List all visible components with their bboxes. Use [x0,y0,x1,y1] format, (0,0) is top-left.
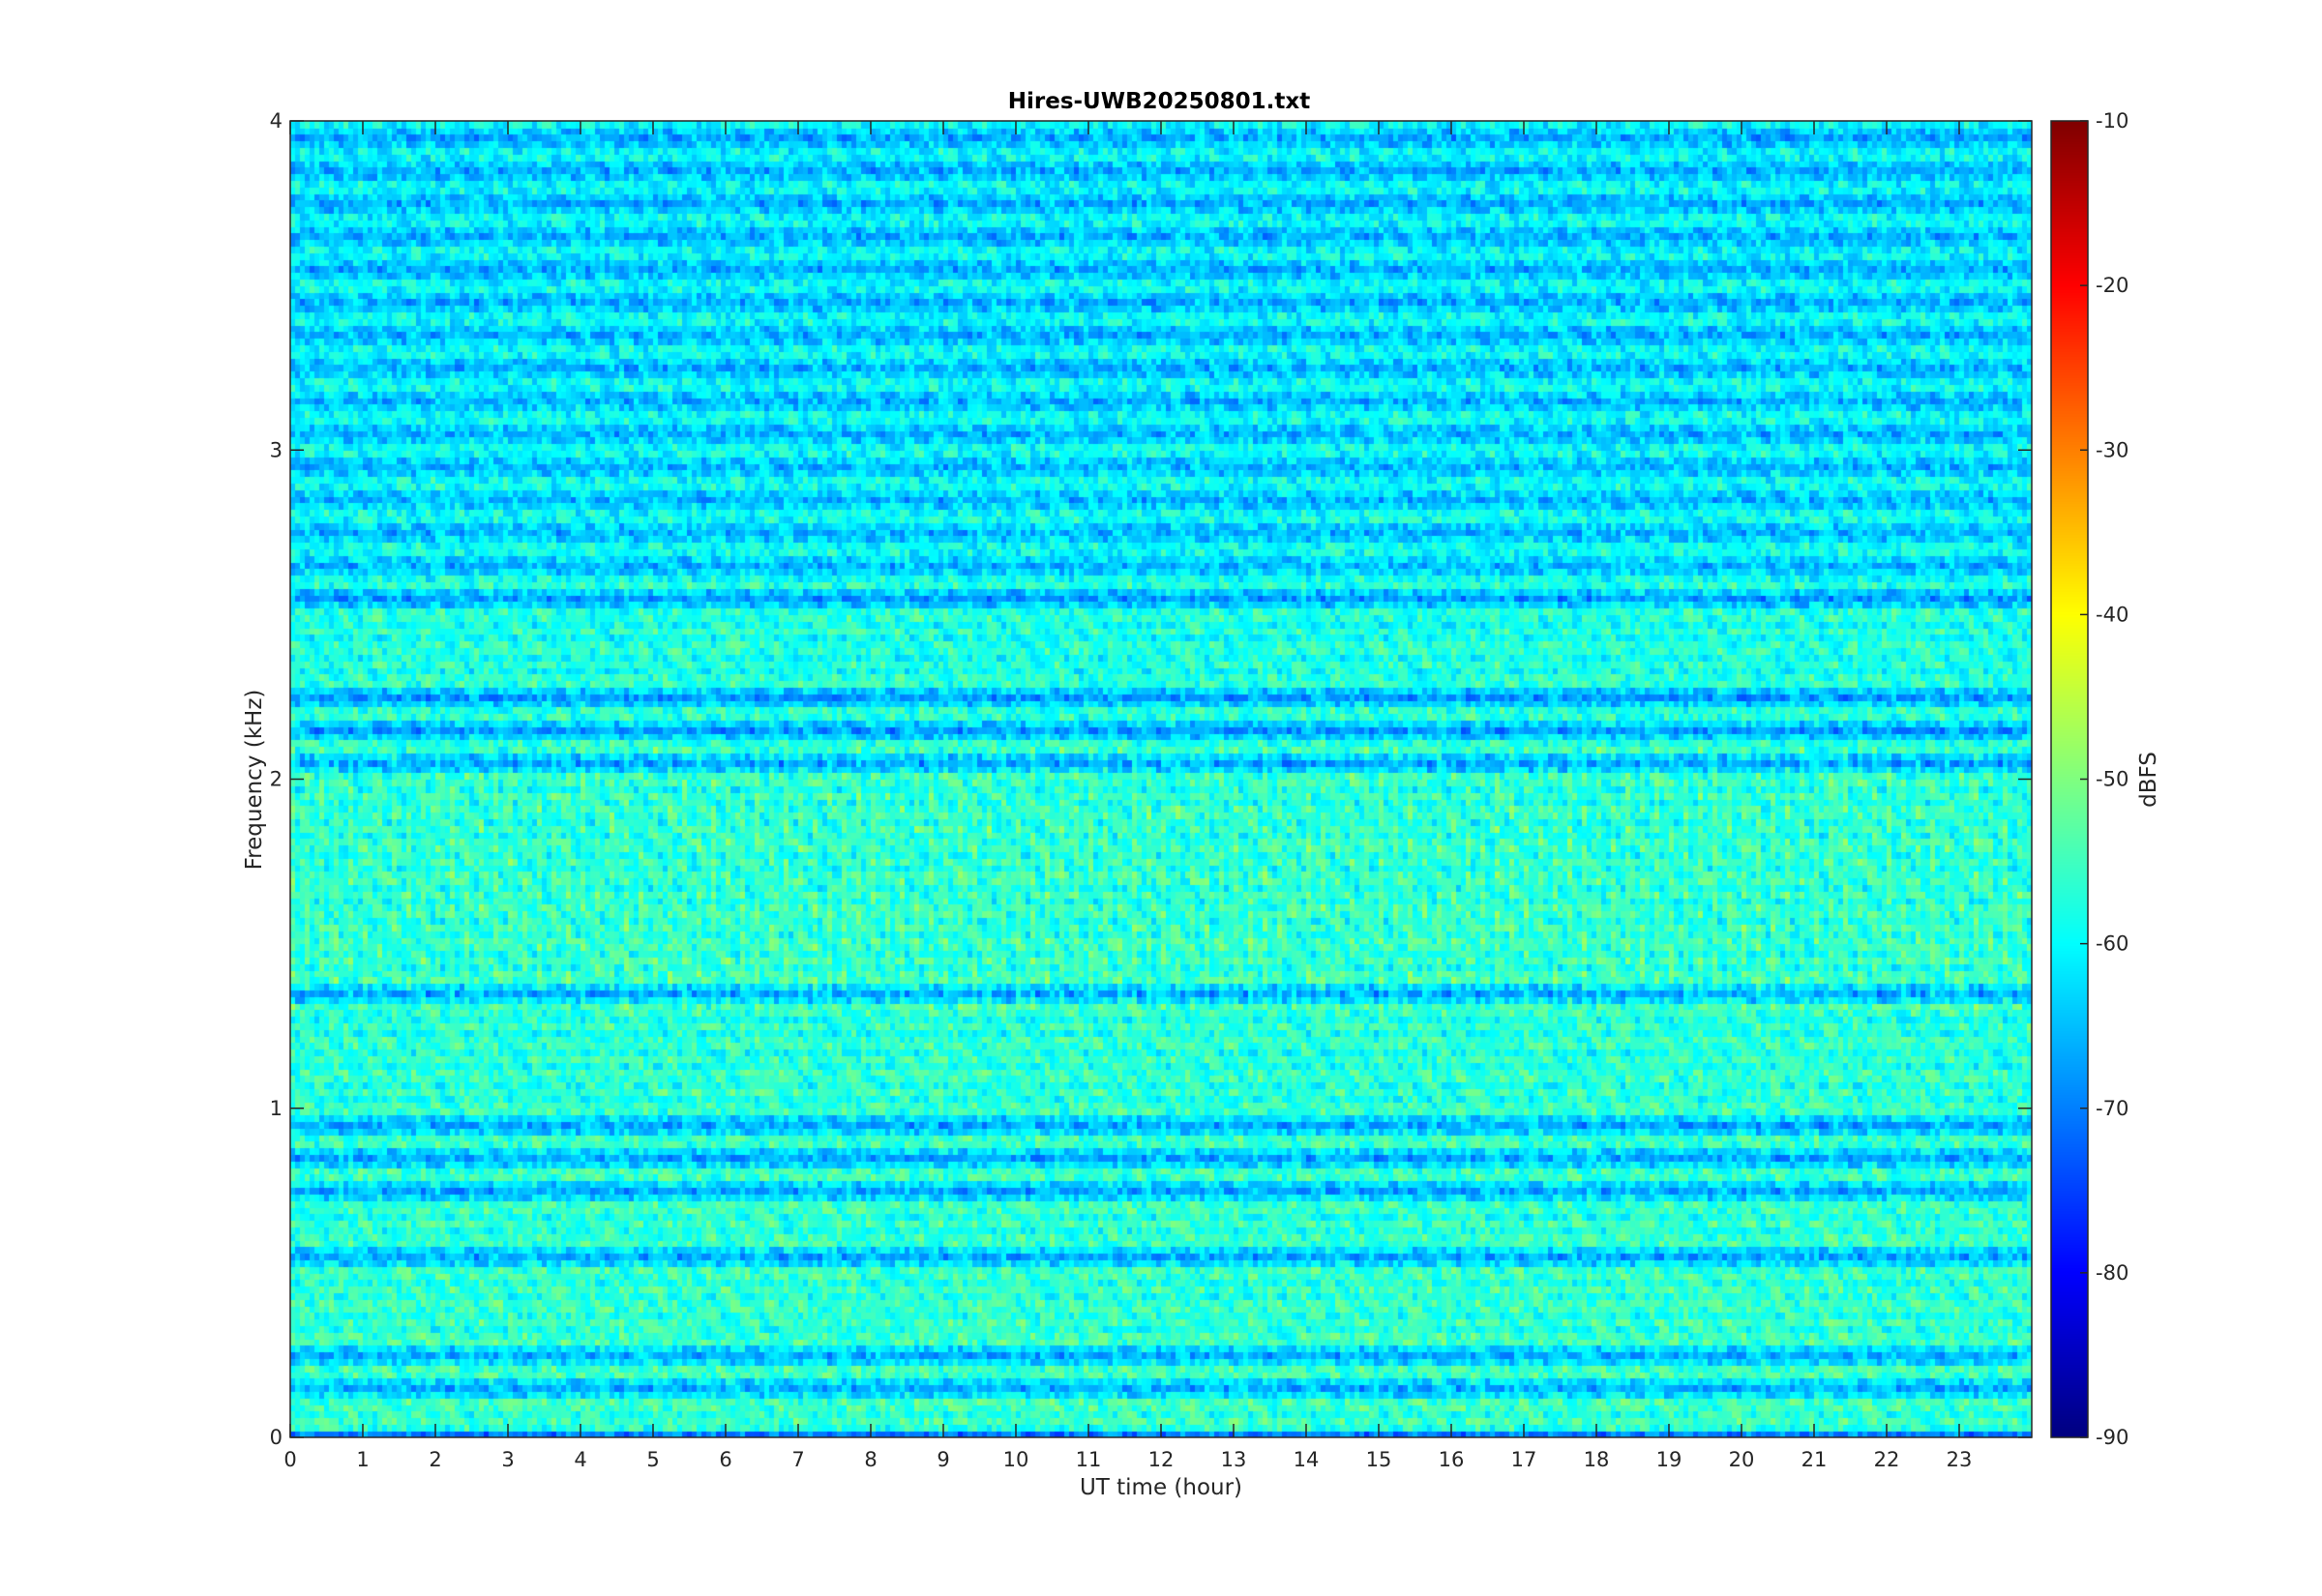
x-tick-label: 6 [719,1448,731,1471]
x-tick-label: 23 [1947,1448,1973,1471]
y-tick-label: 3 [270,438,283,461]
colorbar-tick-label: -20 [2096,274,2128,297]
x-tick-label: 12 [1148,1448,1175,1471]
y-tick-label: 4 [270,109,283,133]
x-tick-label: 21 [1801,1448,1828,1471]
x-tick-label: 20 [1729,1448,1755,1471]
y-axis: 0 1 2 3 4 [270,109,2032,1449]
colorbar-ticks: -90 -80 -70 -60 -50 -40 -30 -20 -10 [2080,109,2128,1449]
colorbar-tick-label: -80 [2096,1261,2128,1285]
x-tick-label: 10 [1003,1448,1029,1471]
y-tick-label: 0 [270,1426,283,1449]
colorbar-tick-label: -70 [2096,1097,2128,1120]
spectrogram-heatmap [290,121,2032,1437]
x-tick-label: 15 [1366,1448,1392,1471]
colorbar-tick-label: -40 [2096,603,2128,626]
x-tick-label: 0 [283,1448,296,1471]
chart-title: Hires-UWB20250801.txt [1008,89,1310,114]
x-tick-label: 11 [1076,1448,1102,1471]
x-tick-label: 5 [646,1448,659,1471]
x-tick-label: 2 [429,1448,441,1471]
colorbar-tick-label: -60 [2096,932,2128,956]
y-axis-label: Frequency (kHz) [242,690,267,871]
x-tick-label: 19 [1656,1448,1682,1471]
x-tick-label: 14 [1294,1448,1320,1471]
x-tick-label: 17 [1511,1448,1537,1471]
colorbar-tick-label: -30 [2096,438,2128,461]
x-tick-label: 16 [1439,1448,1465,1471]
x-tick-label: 18 [1584,1448,1610,1471]
y-tick-label: 1 [270,1097,283,1120]
x-tick-label: 13 [1221,1448,1247,1471]
colorbar-label: dBFS [2136,752,2161,808]
colorbar-tick-label: -50 [2096,768,2128,791]
x-tick-label: 9 [937,1448,949,1471]
x-tick-label: 7 [791,1448,804,1471]
x-axis: 0 1 2 3 4 5 6 7 8 9 10 11 12 13 14 15 16 17 18 19 20 21 22 23 [283,121,1972,1471]
x-tick-label: 4 [574,1448,586,1471]
colorbar: -90 -80 -70 -60 -50 -40 -30 -20 -10 dBFS [2050,109,2161,1449]
spectrogram-plot-area [289,120,2033,1438]
y-tick-label: 2 [270,768,283,791]
x-tick-label: 1 [356,1448,369,1471]
x-axis-label: UT time (hour) [1080,1475,1242,1500]
colorbar-tick-label: -10 [2096,109,2128,133]
x-tick-label: 8 [864,1448,877,1471]
x-tick-label: 22 [1874,1448,1900,1471]
colorbar-tick-label: -90 [2096,1426,2128,1449]
x-tick-label: 3 [501,1448,514,1471]
